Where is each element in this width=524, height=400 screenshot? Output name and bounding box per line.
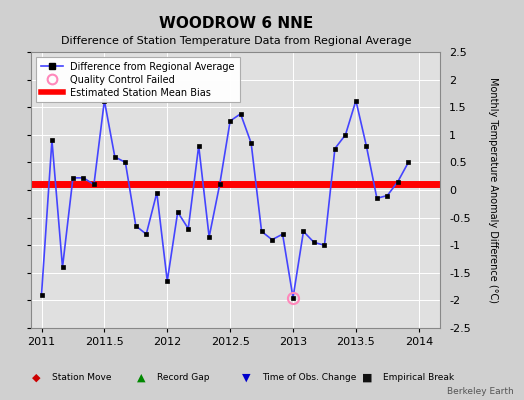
Text: Record Gap: Record Gap — [157, 374, 210, 382]
Text: ◆: ◆ — [32, 373, 41, 383]
Legend: Difference from Regional Average, Quality Control Failed, Estimated Station Mean: Difference from Regional Average, Qualit… — [36, 57, 239, 102]
Text: Empirical Break: Empirical Break — [383, 374, 454, 382]
Text: Difference of Station Temperature Data from Regional Average: Difference of Station Temperature Data f… — [61, 36, 411, 46]
Y-axis label: Monthly Temperature Anomaly Difference (°C): Monthly Temperature Anomaly Difference (… — [488, 77, 498, 303]
Text: Station Move: Station Move — [52, 374, 112, 382]
Text: ■: ■ — [362, 373, 372, 383]
Text: WOODROW 6 NNE: WOODROW 6 NNE — [159, 16, 313, 31]
Text: ▼: ▼ — [242, 373, 250, 383]
Text: Time of Obs. Change: Time of Obs. Change — [262, 374, 356, 382]
Text: ▲: ▲ — [137, 373, 146, 383]
Text: Berkeley Earth: Berkeley Earth — [447, 387, 514, 396]
